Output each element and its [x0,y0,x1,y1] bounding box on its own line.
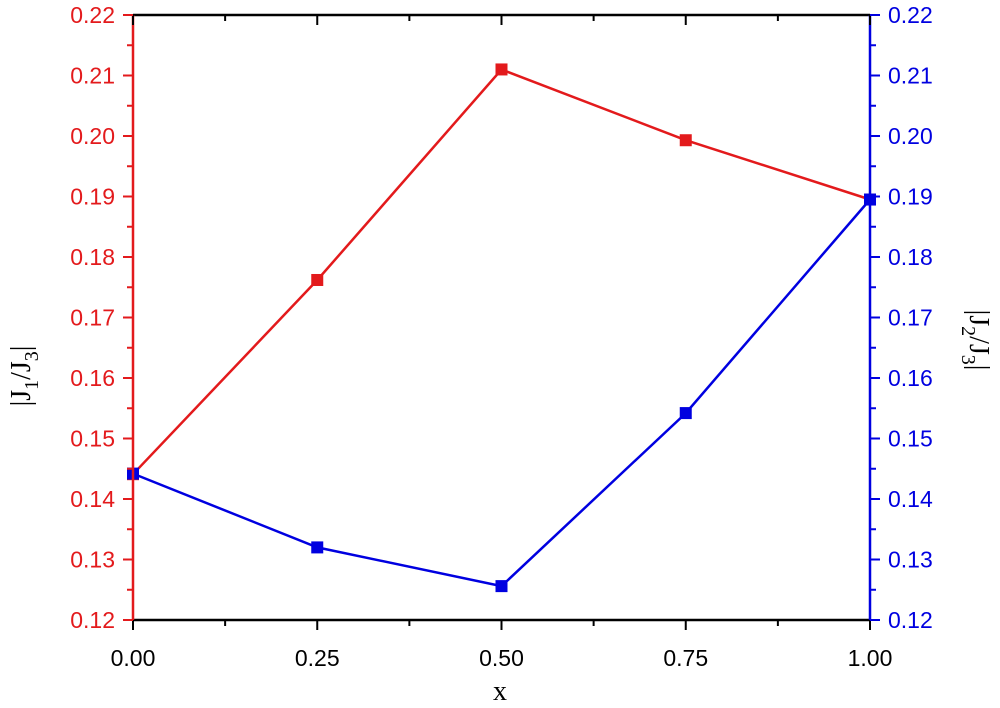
series-2-point [679,407,692,420]
series-1-line [132,68,871,476]
y-left-tick-label: 0.16 [70,365,115,391]
y-right-tick-label: 0.13 [888,547,933,573]
x-tick-label: 0.75 [663,645,708,671]
tick-labels-layer: 0.00 0.25 0.50 0.75 1.00 0.12 0.13 0.14 0.15 0.16… [70,2,933,671]
y-right-title-mid: /J [963,336,994,355]
y-right-tick-label: 0.14 [888,486,933,512]
y-right-tick-label: 0.17 [888,305,933,331]
y-right-tick-label: 0.22 [888,2,933,28]
y-left-tick-label: 0.17 [70,305,115,331]
x-tick-label: 1.00 [848,645,893,671]
y-left-axis-title: |J1/J3| [6,346,43,407]
y-left-tick-label: 0.18 [70,244,115,270]
y-left-tick-label: 0.15 [70,426,115,452]
y-left-title-main: |J [6,390,37,407]
x-tick-label: 0.50 [479,645,524,671]
y-left-tick-label: 0.14 [70,486,115,512]
y-right-tick-label: 0.16 [888,365,933,391]
axes-layer [123,13,880,630]
series-2-point [495,580,508,593]
y-right-tick-label: 0.12 [888,607,933,633]
y-right-tick-label: 0.21 [888,63,933,89]
y-right-axis-title: |J2/J3| [957,310,994,371]
x-axis-title: x [493,676,507,707]
y-right-tick-label: 0.15 [888,426,933,452]
y-right-tick-label: 0.20 [888,123,933,149]
x-tick-label: 0.25 [295,645,340,671]
series-2-line [132,198,871,588]
y-left-tick-label: 0.13 [70,547,115,573]
series-1-point [679,134,692,147]
y-left-tick-label: 0.19 [70,184,115,210]
y-left-title-sub2: 3 [21,351,43,361]
y-left-title-mid: /J [6,361,37,380]
y-right-title-main: |J [963,310,994,327]
y-right-title-sub1: 2 [957,326,979,336]
y-left-title-end: | [6,346,37,352]
y-right-title-sub2: 3 [957,355,979,365]
y-right-title-end: | [963,365,994,371]
series-1-point [311,273,324,286]
y-left-tick-label: 0.12 [70,607,115,633]
y-right-tick-label: 0.18 [888,244,933,270]
y-left-tick-label: 0.22 [70,2,115,28]
series-2-point [311,541,324,554]
y-left-tick-label: 0.21 [70,63,115,89]
y-right-tick-label: 0.19 [888,184,933,210]
y-left-tick-label: 0.20 [70,123,115,149]
series-1-point [495,63,508,76]
x-tick-label: 0.00 [111,645,156,671]
y-left-title-sub1: 1 [21,380,43,390]
series-layer [127,63,876,593]
